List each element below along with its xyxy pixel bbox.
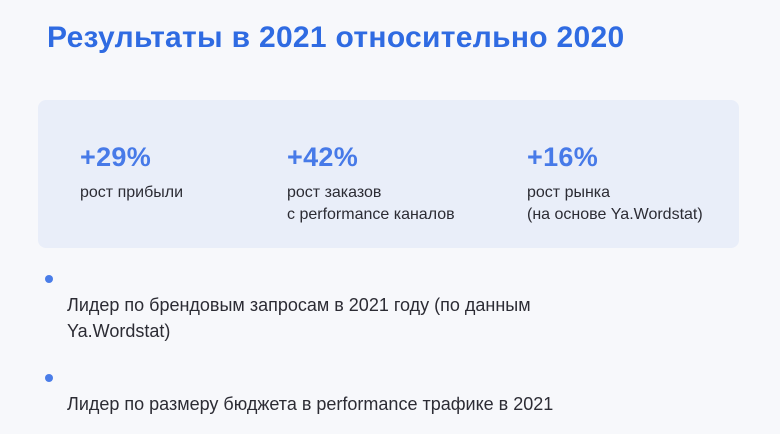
stat-value: +42% [287,142,359,172]
stats-panel: +29% рост прибыли +42% рост заказов с pe… [38,100,739,248]
list-item: Лидер по брендовым запросам в 2021 году … [45,266,625,344]
bullet-dot-icon [45,275,53,283]
stat-label: рост заказов с performance каналов [287,184,455,223]
bullet-list: Лидер по брендовым запросам в 2021 году … [45,266,625,434]
list-item: Лидер по размеру бюджета в performance т… [45,365,625,417]
stat-value: +16% [527,142,599,172]
stat-orders-growth: +42% рост заказов с performance каналов [287,142,527,226]
bullet-text: Лидер по брендовым запросам в 2021 году … [67,295,531,341]
stat-label: рост рынка (на основе Ya.Wordstat) [527,184,703,223]
stat-market-growth: +16% рост рынка (на основе Ya.Wordstat) [527,142,739,226]
bullet-dot-icon [45,374,53,382]
stat-label: рост прибыли [80,184,184,201]
bullet-text: Лидер по размеру бюджета в performance т… [67,394,554,414]
page-title: Результаты в 2021 относительно 2020 [47,21,625,54]
stat-profit-growth: +29% рост прибыли [80,142,287,204]
stat-value: +29% [80,142,152,172]
